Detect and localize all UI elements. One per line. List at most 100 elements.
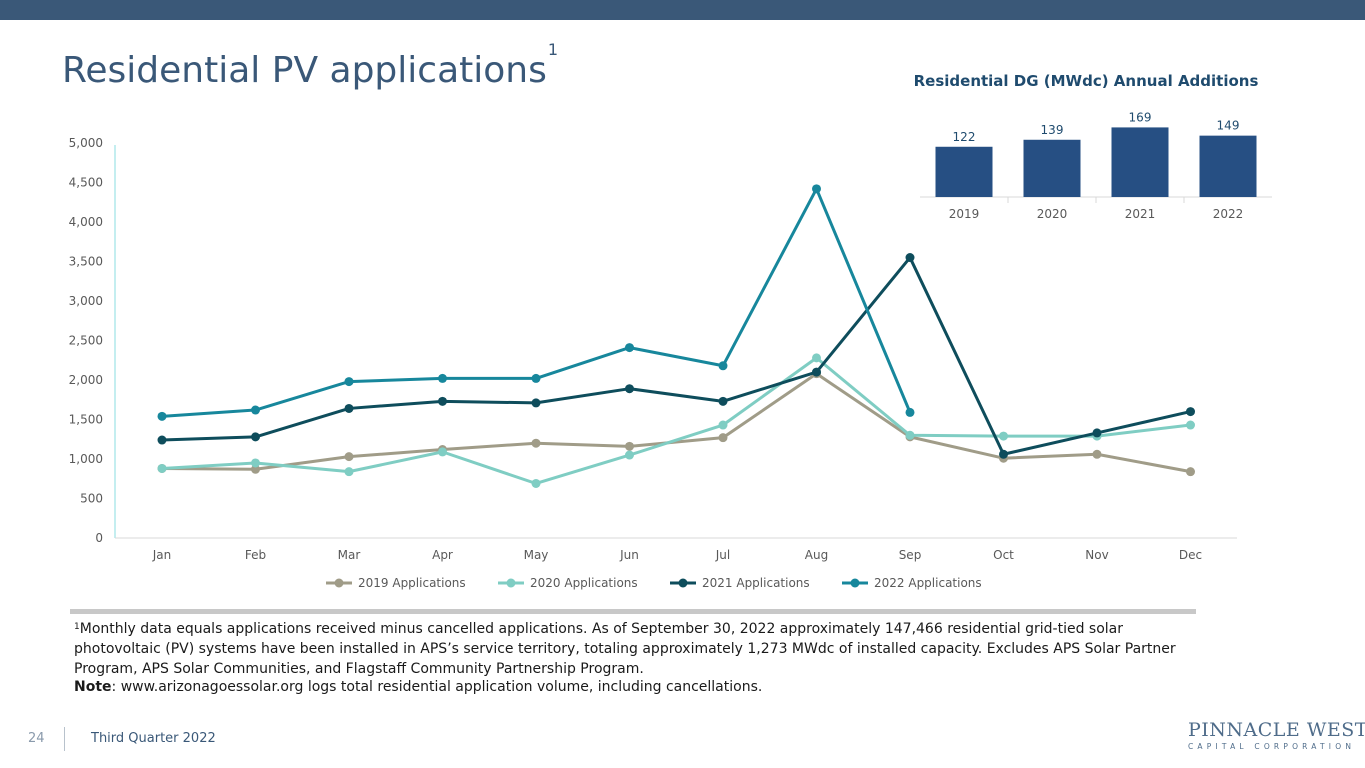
data-point <box>157 463 167 473</box>
data-point <box>157 435 167 445</box>
series-line <box>161 356 1191 485</box>
page-title-text: Residential PV applications <box>62 50 547 91</box>
y-tick-label: 4,000 <box>69 215 103 229</box>
data-point <box>999 431 1008 441</box>
data-point <box>625 384 634 394</box>
company-logo: PINNACLE WEST CAPITAL CORPORATION <box>1188 719 1365 753</box>
y-tick-labels: 0 500 1,000 1,500 2,000 2,500 3,000 3,500 4,000 4… <box>69 136 103 545</box>
title-footnote-marker: 1 <box>547 40 559 59</box>
x-tick-label: Jan <box>152 548 172 562</box>
bar-category-label: 2022 <box>1213 207 1244 221</box>
x-tick-label: Mar <box>338 548 361 562</box>
logo-sub-text: CAPITAL CORPORATION <box>1188 742 1356 751</box>
data-point <box>625 450 634 460</box>
data-point <box>251 405 260 415</box>
bar-value-label: 149 <box>1217 119 1240 133</box>
data-point <box>344 377 354 387</box>
bar-chart: Residential DG (MWdc) Annual Additions 1… <box>914 72 1272 221</box>
data-point <box>999 449 1008 459</box>
x-tick-label: May <box>524 548 549 562</box>
data-point <box>438 447 447 457</box>
x-tick-label: Sep <box>899 548 922 562</box>
bar-chart-title: Residential DG (MWdc) Annual Additions <box>914 72 1259 90</box>
top-banner <box>0 0 1365 20</box>
bar-value-label: 169 <box>1129 110 1152 124</box>
page-number: 24 <box>28 731 45 746</box>
legend-swatch-marker <box>334 578 344 588</box>
bar-category-label: 2021 <box>1125 207 1156 221</box>
data-point <box>1092 449 1102 459</box>
y-tick-label: 1,000 <box>69 452 103 466</box>
y-tick-label: 3,500 <box>69 255 103 269</box>
bar <box>935 146 993 197</box>
bar <box>1023 139 1081 197</box>
series-line <box>161 372 1191 474</box>
data-point <box>344 467 354 477</box>
y-tick-label: 2,000 <box>69 373 103 387</box>
legend-swatch-marker <box>678 578 688 588</box>
data-point <box>625 343 634 353</box>
data-point <box>718 361 728 371</box>
y-tick-label: 5,000 <box>69 136 103 150</box>
data-point <box>251 464 260 474</box>
data-point <box>905 430 915 440</box>
data-point <box>344 452 354 462</box>
data-point <box>531 438 541 448</box>
legend-label: 2019 Applications <box>358 576 466 590</box>
data-point <box>344 403 354 413</box>
footnote: 1Monthly data equals applications receiv… <box>74 619 1209 679</box>
data-point <box>718 433 728 443</box>
data-point <box>812 184 821 194</box>
note: Note: www.arizonagoessolar.org logs tota… <box>74 679 762 695</box>
logo-main-text: PINNACLE WEST <box>1188 719 1365 741</box>
note-text: : www.arizonagoessolar.org logs total re… <box>111 679 763 695</box>
y-tick-label: 4,500 <box>69 176 103 190</box>
x-tick-label: Aug <box>805 548 828 562</box>
legend-swatch-marker <box>850 578 860 588</box>
y-tick-label: 3,000 <box>69 294 103 308</box>
data-point <box>157 411 167 421</box>
x-tick-labels: Jan Feb Mar Apr May Jun Jul Aug Sep Oct Nov Dec <box>152 548 1202 562</box>
x-tick-label: Feb <box>245 548 266 562</box>
series-line <box>161 256 1191 456</box>
y-tick-label: 0 <box>95 531 103 545</box>
legend-label: 2021 Applications <box>702 576 810 590</box>
data-point <box>531 478 541 488</box>
x-tick-label: Dec <box>1179 548 1202 562</box>
note-label: Note <box>74 679 112 695</box>
x-tick-label: Jul <box>715 548 730 562</box>
data-point <box>718 396 728 406</box>
data-point <box>1092 428 1102 438</box>
data-point <box>251 432 260 442</box>
bar-category-label: 2020 <box>1037 207 1068 221</box>
line-series-group <box>157 184 1195 488</box>
data-point <box>905 407 915 417</box>
data-point <box>1186 420 1195 430</box>
legend-swatch-marker <box>506 578 516 588</box>
line-chart: 0 500 1,000 1,500 2,000 2,500 3,000 3,500 4,000 4… <box>69 136 1237 590</box>
footnote-divider <box>70 609 1196 614</box>
y-tick-label: 1,500 <box>69 413 103 427</box>
x-tick-label: Oct <box>993 548 1014 562</box>
bar-category-label: 2019 <box>949 207 980 221</box>
y-tick-label: 2,500 <box>69 334 103 348</box>
y-tick-label: 500 <box>80 492 103 506</box>
bar <box>1199 135 1257 197</box>
x-tick-label: Jun <box>619 548 639 562</box>
data-point <box>531 398 541 408</box>
legend-label: 2022 Applications <box>874 576 982 590</box>
data-point <box>531 373 541 383</box>
data-point <box>812 367 821 377</box>
footer-label: Third Quarter 2022 <box>91 731 216 746</box>
bar-value-label: 139 <box>1041 123 1064 137</box>
legend-label: 2020 Applications <box>530 576 638 590</box>
bar-value-label: 122 <box>953 130 976 144</box>
footnote-text: Monthly data equals applications receive… <box>74 621 1176 677</box>
data-point <box>1186 467 1195 477</box>
footer-separator <box>64 727 65 751</box>
data-point <box>251 458 260 468</box>
data-point <box>812 353 821 363</box>
footnote-marker: 1 <box>74 622 80 632</box>
legend: 2019 Applications 2020 Applications 2021 A… <box>326 576 982 590</box>
x-tick-label: Apr <box>432 548 453 562</box>
